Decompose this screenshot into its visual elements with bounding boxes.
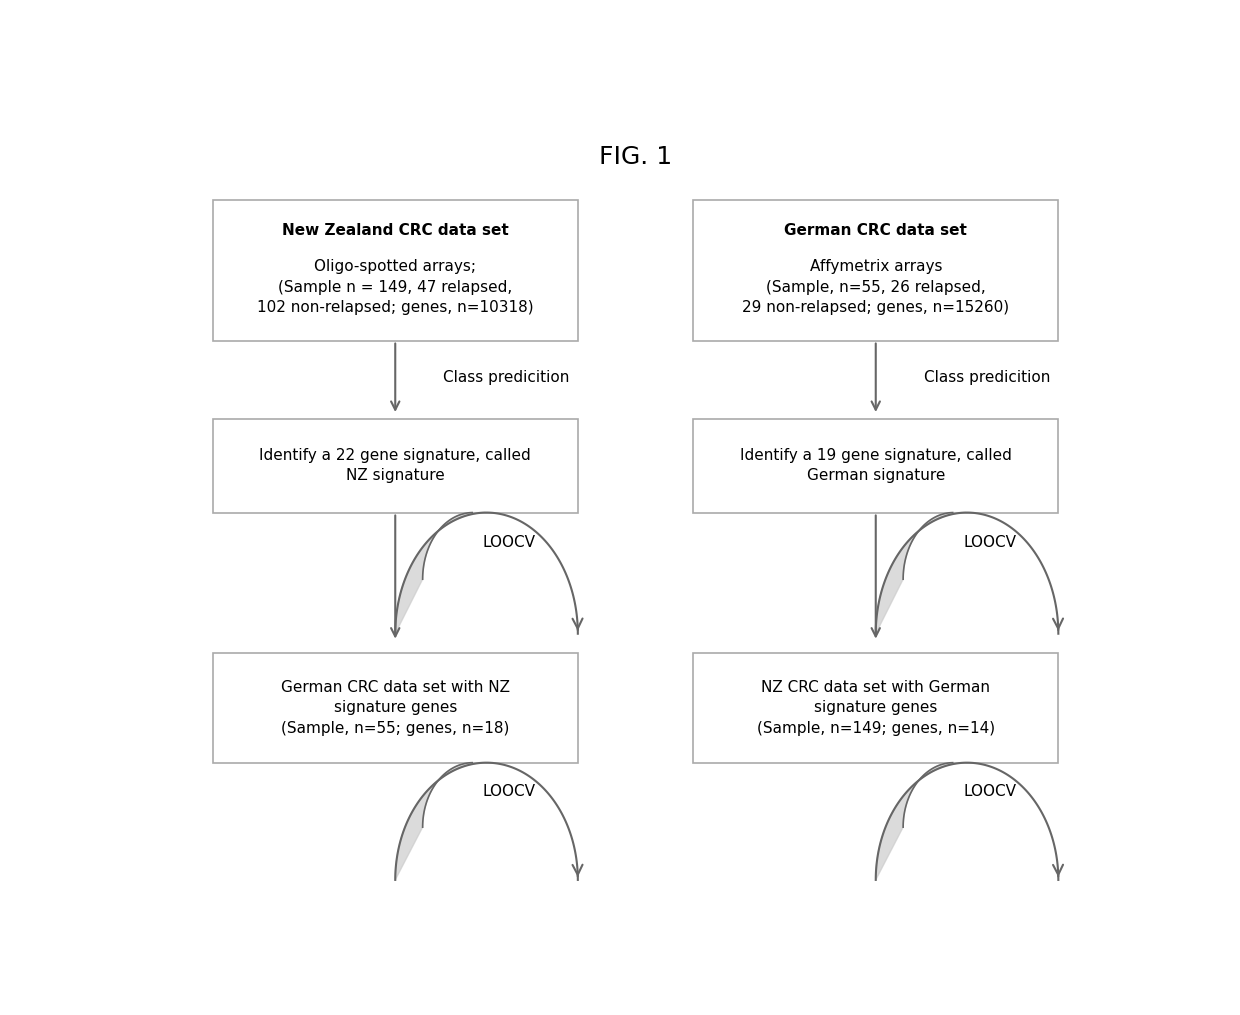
Text: New Zealand CRC data set: New Zealand CRC data set [281,223,508,239]
Text: German CRC data set: German CRC data set [785,223,967,239]
Text: Oligo-spotted arrays;
(Sample n = 149, 47 relapsed,
102 non-relapsed; genes, n=1: Oligo-spotted arrays; (Sample n = 149, 4… [257,259,533,315]
Text: Class predicition: Class predicition [924,370,1050,386]
Polygon shape [875,762,966,880]
Text: Affymetrix arrays
(Sample, n=55, 26 relapsed,
29 non-relapsed; genes, n=15260): Affymetrix arrays (Sample, n=55, 26 rela… [743,259,1009,315]
FancyBboxPatch shape [213,200,578,341]
FancyBboxPatch shape [693,419,1059,513]
FancyBboxPatch shape [213,419,578,513]
Polygon shape [396,513,485,633]
Polygon shape [396,762,485,880]
Text: Identify a 22 gene signature, called
NZ signature: Identify a 22 gene signature, called NZ … [259,448,531,483]
Text: Identify a 19 gene signature, called
German signature: Identify a 19 gene signature, called Ger… [740,448,1012,483]
FancyBboxPatch shape [693,654,1059,762]
Text: LOOCV: LOOCV [482,535,536,550]
FancyBboxPatch shape [213,654,578,762]
Text: NZ CRC data set with German
signature genes
(Sample, n=149; genes, n=14): NZ CRC data set with German signature ge… [756,680,994,736]
Text: LOOCV: LOOCV [482,785,536,800]
Text: LOOCV: LOOCV [963,785,1017,800]
Text: FIG. 1: FIG. 1 [599,145,672,170]
Text: German CRC data set with NZ
signature genes
(Sample, n=55; genes, n=18): German CRC data set with NZ signature ge… [280,680,510,736]
Text: Class predicition: Class predicition [444,370,569,386]
Text: LOOCV: LOOCV [963,535,1017,550]
FancyBboxPatch shape [693,200,1059,341]
Polygon shape [875,513,966,633]
